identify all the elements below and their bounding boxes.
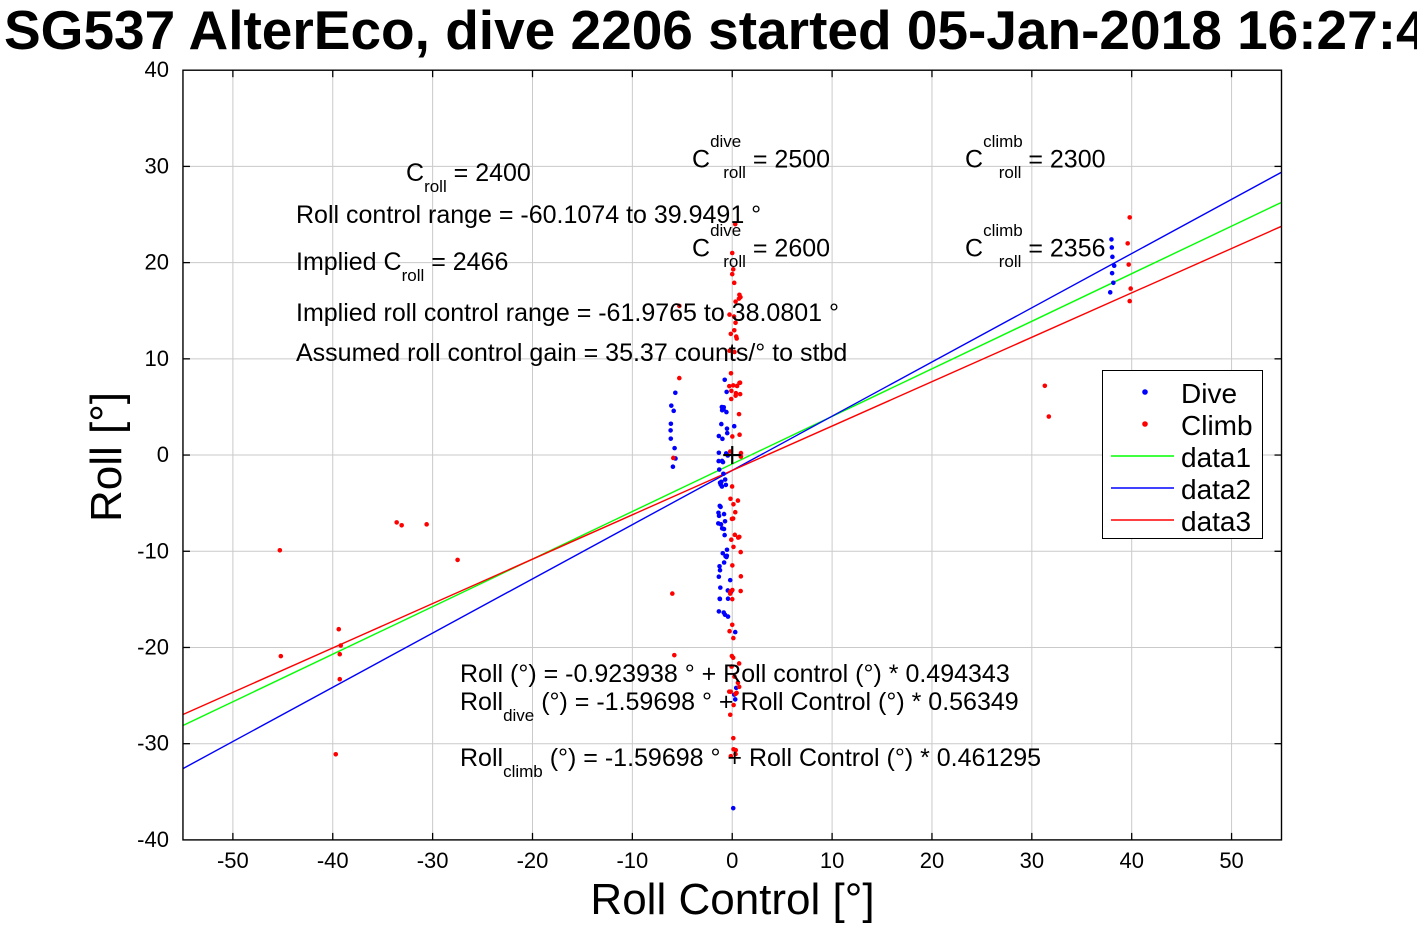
svg-text:-50: -50 [217, 848, 249, 873]
svg-text:30: 30 [1020, 848, 1044, 873]
svg-text:40: 40 [1119, 848, 1143, 873]
svg-text:Climb: Climb [1181, 410, 1253, 441]
svg-text:-10: -10 [616, 848, 648, 873]
svg-text:10: 10 [820, 848, 844, 873]
svg-text:-40: -40 [317, 848, 349, 873]
svg-text:-30: -30 [417, 848, 449, 873]
svg-text:0: 0 [726, 848, 738, 873]
svg-text:-20: -20 [137, 634, 169, 659]
svg-text:data1: data1 [1181, 442, 1251, 473]
svg-text:data3: data3 [1181, 506, 1251, 537]
svg-text:30: 30 [144, 153, 168, 178]
svg-text:10: 10 [144, 346, 168, 371]
svg-text:-30: -30 [137, 731, 169, 756]
svg-text:data2: data2 [1181, 474, 1251, 505]
svg-text:50: 50 [1219, 848, 1243, 873]
svg-text:0: 0 [157, 442, 169, 467]
svg-text:20: 20 [144, 250, 168, 275]
svg-text:20: 20 [920, 848, 944, 873]
svg-text:Dive: Dive [1181, 378, 1237, 409]
svg-text:-10: -10 [137, 538, 169, 563]
svg-text:-40: -40 [137, 827, 169, 852]
svg-text:-20: -20 [517, 848, 549, 873]
